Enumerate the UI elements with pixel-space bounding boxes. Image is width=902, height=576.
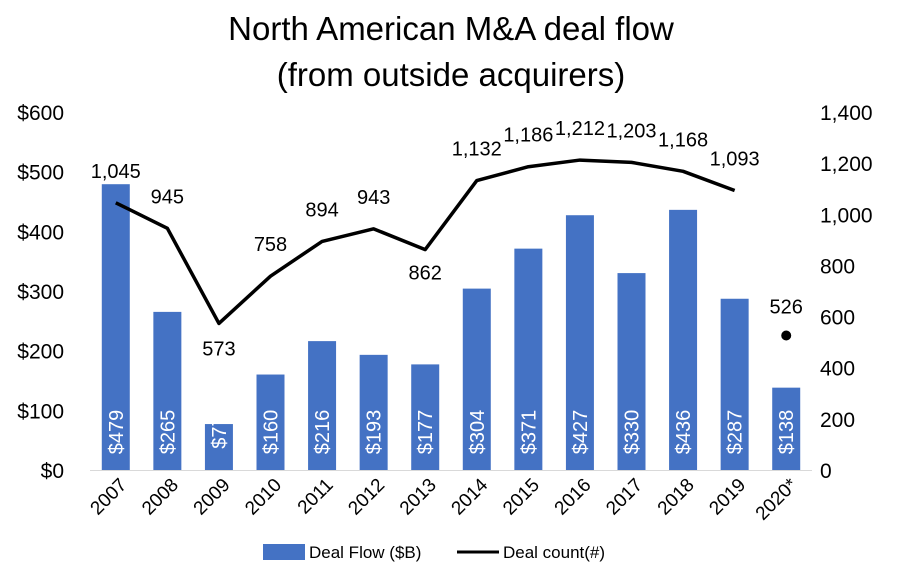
x-axis: 2007 2008 2009 2010 2011 2012 2013 2014 2015 2016… <box>87 470 812 525</box>
line-value-label: 1,212 <box>555 118 605 140</box>
left-axis-tick-label: $500 <box>17 162 64 185</box>
x-axis-tick-label: 2020* <box>752 474 802 524</box>
line-value-label: 526 <box>770 296 803 318</box>
line-value-label: 945 <box>151 186 184 208</box>
bar <box>565 215 594 470</box>
x-axis-tick-label: 2007 <box>87 475 132 520</box>
left-axis-tick-label: $300 <box>17 281 64 304</box>
right-y-axis: 0 200 400 600 800 1,000 1,200 1,400 <box>820 102 873 483</box>
bar <box>204 424 233 470</box>
line-value-label: 758 <box>254 234 287 256</box>
x-axis-tick-label: 2017 <box>602 475 647 520</box>
legend-label-deal-count: Deal count(#) <box>503 543 605 562</box>
bar <box>256 374 285 470</box>
bar <box>617 273 646 470</box>
line-value-label: 862 <box>409 263 442 285</box>
bar-value-label: $160 <box>261 410 283 455</box>
bar-value-label: $436 <box>673 410 695 455</box>
left-axis-tick-label: $100 <box>17 400 64 423</box>
bar-value-label: $265 <box>157 410 179 455</box>
line-value-label: 894 <box>305 199 338 221</box>
x-axis-tick-label: 2014 <box>448 474 493 519</box>
x-axis-tick-label: 2012 <box>344 475 389 520</box>
bar-value-label: $427 <box>570 410 592 455</box>
right-axis-tick-label: 1,200 <box>820 153 873 176</box>
bar-value-label: $193 <box>364 410 386 455</box>
bar <box>153 311 182 470</box>
bar <box>462 288 491 470</box>
right-axis-tick-label: 600 <box>820 307 855 330</box>
left-axis-tick-label: $0 <box>41 460 64 483</box>
x-axis-tick-label: 2015 <box>499 475 544 520</box>
bar-value-label: $138 <box>776 410 798 455</box>
left-axis-tick-label: $400 <box>17 221 64 244</box>
bar <box>101 184 130 471</box>
line-value-label: 943 <box>357 187 390 209</box>
right-axis-tick-label: 800 <box>820 255 855 278</box>
bar <box>669 209 698 470</box>
bar <box>720 298 749 470</box>
bar <box>514 248 543 470</box>
right-axis-tick-label: 1,400 <box>820 102 873 125</box>
bar-series: $479 $265 $77 $160 $216 $193 $177 $304 $371 $427 $… <box>101 184 801 471</box>
left-axis-tick-label: $200 <box>17 341 64 364</box>
x-axis-tick-label: 2013 <box>396 475 441 520</box>
bar <box>772 387 801 470</box>
bar-value-label: $287 <box>725 410 747 455</box>
line-value-label: 1,186 <box>503 125 553 147</box>
right-axis-tick-label: 0 <box>820 460 832 483</box>
deal-count-line <box>115 158 736 326</box>
bar-value-label: $77 <box>209 415 231 448</box>
bar <box>308 341 337 470</box>
line-value-label: 1,203 <box>606 120 656 142</box>
x-axis-tick-label: 2019 <box>705 475 750 520</box>
legend-swatch-deal-flow <box>263 544 305 560</box>
left-y-axis: $0 $100 $200 $300 $400 $500 $600 <box>17 102 64 483</box>
bar <box>411 364 440 470</box>
left-axis-tick-label: $600 <box>17 102 64 125</box>
line-value-label: 1,132 <box>452 139 502 161</box>
bar-value-label: $371 <box>518 410 540 455</box>
legend-label-deal-flow: Deal Flow ($B) <box>309 543 421 562</box>
chart-title-line-2: (from outside acquirers) <box>277 56 625 93</box>
x-axis-tick-label: 2018 <box>654 475 699 520</box>
bar <box>359 354 388 470</box>
chart-title-line-1: North American M&A deal flow <box>228 10 674 47</box>
x-axis-tick-label: 2016 <box>551 475 596 520</box>
line-value-label: 1,093 <box>710 149 760 171</box>
legend: Deal Flow ($B) Deal count(#) <box>263 543 605 562</box>
bar-value-label: $479 <box>106 410 128 455</box>
line-value-label: 1,168 <box>658 129 708 151</box>
x-axis-tick-label: 2009 <box>190 475 235 520</box>
deal-count-point <box>781 330 792 341</box>
right-axis-tick-label: 1,000 <box>820 204 873 227</box>
right-axis-tick-label: 400 <box>820 358 855 381</box>
bar-value-label: $330 <box>622 410 644 455</box>
line-value-label: 1,045 <box>91 161 141 183</box>
bar-value-label: $177 <box>415 410 437 455</box>
x-axis-tick-label: 2010 <box>241 475 286 520</box>
bar-value-label: $216 <box>312 410 334 455</box>
bar-value-label: $304 <box>467 410 489 455</box>
line-value-label: 573 <box>202 338 235 360</box>
x-axis-tick-label: 2008 <box>138 475 183 520</box>
x-axis-tick-label: 2011 <box>294 475 338 519</box>
right-axis-tick-label: 200 <box>820 409 855 432</box>
